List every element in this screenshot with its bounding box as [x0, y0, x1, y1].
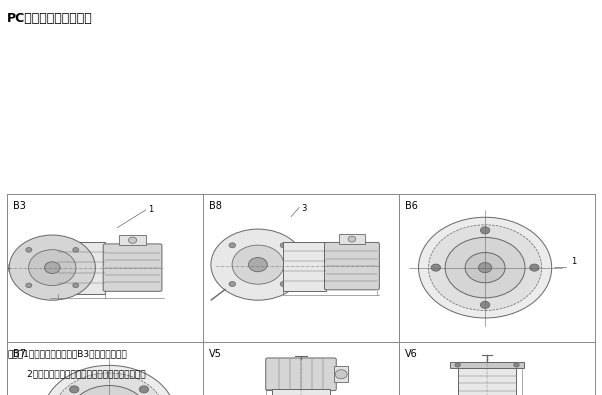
- Text: 1: 1: [571, 257, 577, 266]
- Circle shape: [249, 258, 267, 272]
- Circle shape: [335, 370, 347, 379]
- Circle shape: [280, 243, 287, 248]
- Circle shape: [229, 282, 235, 286]
- Circle shape: [69, 386, 149, 395]
- Circle shape: [429, 225, 542, 310]
- Text: B6: B6: [405, 201, 418, 211]
- Bar: [458, 369, 517, 395]
- Text: 1: 1: [148, 205, 154, 214]
- Circle shape: [530, 264, 539, 271]
- Circle shape: [232, 245, 284, 284]
- Text: B7: B7: [13, 349, 26, 359]
- Text: 注意：1、如无特殊说明，以B3为标准安装方式: 注意：1、如无特殊说明，以B3为标准安装方式: [7, 350, 127, 359]
- Bar: [119, 235, 146, 245]
- Circle shape: [479, 263, 492, 273]
- Circle shape: [70, 386, 79, 393]
- Circle shape: [26, 283, 32, 288]
- Circle shape: [45, 262, 60, 273]
- Text: V5: V5: [209, 349, 222, 359]
- Bar: [339, 234, 365, 244]
- Circle shape: [73, 283, 79, 288]
- Circle shape: [43, 365, 176, 395]
- Circle shape: [52, 373, 166, 395]
- Text: B8: B8: [209, 201, 222, 211]
- Circle shape: [28, 250, 76, 286]
- Circle shape: [280, 282, 287, 286]
- Circle shape: [455, 363, 461, 367]
- Text: V6: V6: [405, 349, 418, 359]
- Circle shape: [9, 235, 95, 300]
- Text: B3: B3: [13, 201, 26, 211]
- Circle shape: [480, 227, 490, 234]
- Bar: [105, 245, 160, 290]
- Circle shape: [128, 237, 137, 243]
- Bar: [334, 366, 348, 382]
- Circle shape: [211, 229, 305, 300]
- Text: PC系列减速机安装方式: PC系列减速机安装方式: [7, 12, 93, 25]
- Circle shape: [480, 301, 490, 308]
- Text: 2、无注明安装方式时，请与我公司技术部联系。: 2、无注明安装方式时，请与我公司技术部联系。: [7, 369, 146, 378]
- FancyBboxPatch shape: [103, 244, 162, 292]
- Circle shape: [431, 264, 441, 271]
- Circle shape: [348, 236, 356, 242]
- FancyBboxPatch shape: [265, 358, 337, 391]
- Bar: [272, 389, 330, 395]
- Circle shape: [139, 386, 149, 393]
- Circle shape: [465, 252, 505, 283]
- FancyBboxPatch shape: [324, 243, 379, 290]
- Text: 3: 3: [301, 204, 306, 213]
- Circle shape: [73, 248, 79, 252]
- Circle shape: [445, 237, 525, 298]
- Circle shape: [229, 243, 235, 248]
- Circle shape: [26, 248, 32, 252]
- Bar: [58, 242, 105, 293]
- Circle shape: [418, 217, 551, 318]
- Circle shape: [514, 363, 519, 367]
- Bar: [284, 242, 326, 291]
- Bar: [450, 362, 524, 368]
